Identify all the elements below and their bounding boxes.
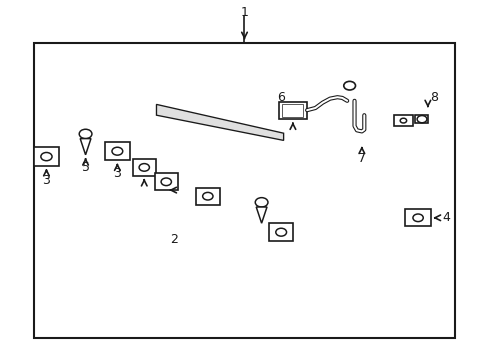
Polygon shape [80,139,91,155]
Bar [268,223,293,241]
Text: 8: 8 [429,91,437,104]
Text: 3: 3 [113,167,121,180]
Text: 5: 5 [81,161,89,174]
Circle shape [79,129,92,139]
Polygon shape [156,104,283,140]
Bar [196,188,219,205]
Polygon shape [73,54,107,72]
Polygon shape [63,54,381,108]
Circle shape [161,178,171,186]
Bar [278,102,306,119]
Circle shape [399,118,406,123]
Circle shape [255,198,267,207]
Bar [132,159,156,176]
Circle shape [343,81,355,90]
Bar [393,115,412,126]
Bar [154,173,178,190]
Bar [105,142,129,160]
Circle shape [139,163,149,171]
Circle shape [416,116,426,123]
Bar [281,104,303,117]
Bar [414,115,427,123]
Text: 1: 1 [240,6,248,19]
Text: 3: 3 [42,174,50,186]
Bar [34,147,59,166]
Circle shape [202,192,213,200]
Polygon shape [49,76,107,126]
Circle shape [112,147,122,155]
Polygon shape [342,79,381,137]
Text: 7: 7 [357,152,365,165]
Text: 6: 6 [277,91,285,104]
Polygon shape [256,207,266,223]
Polygon shape [63,76,366,137]
Bar [405,209,430,226]
Circle shape [275,228,286,236]
Circle shape [41,153,52,161]
Circle shape [412,214,423,222]
Text: 4: 4 [441,211,449,224]
Bar [34,43,454,338]
Text: 2: 2 [169,233,177,246]
